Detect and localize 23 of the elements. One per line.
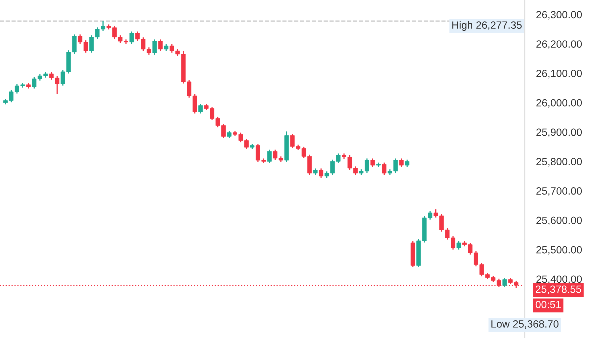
y-tick-label: 25,800.00 bbox=[536, 158, 582, 167]
annotation: Low 25,368.70 bbox=[492, 320, 559, 330]
ref-line-label: 25,378.55 bbox=[536, 286, 582, 294]
candlestick bbox=[267, 149, 272, 164]
y-tick-label: 25,700.00 bbox=[536, 188, 582, 196]
y-tick-label: 25,600.00 bbox=[536, 216, 582, 226]
y-tick-label: 26,000.00 bbox=[536, 99, 582, 108]
y-tick-label: 26,100.00 bbox=[536, 70, 582, 79]
candlestick bbox=[382, 162, 387, 176]
ref-line-label: High 26,277.35 bbox=[452, 21, 522, 32]
candlestick bbox=[130, 31, 134, 45]
y-tick-label: 25,500.00 bbox=[536, 246, 582, 255]
y-tick-label: 26,200.00 bbox=[536, 40, 582, 50]
y-tick-label: 25,900.00 bbox=[536, 128, 582, 138]
candlestick bbox=[410, 240, 416, 268]
y-tick-label: 26,300.00 bbox=[536, 11, 582, 20]
y-tick-label: 25,400.00 bbox=[536, 276, 582, 284]
text: 00:51 bbox=[536, 301, 562, 308]
candlestick bbox=[158, 39, 163, 52]
candlestick bbox=[502, 277, 508, 288]
candlestick bbox=[152, 39, 158, 56]
candlestick bbox=[319, 168, 324, 179]
candlestick bbox=[198, 103, 204, 114]
